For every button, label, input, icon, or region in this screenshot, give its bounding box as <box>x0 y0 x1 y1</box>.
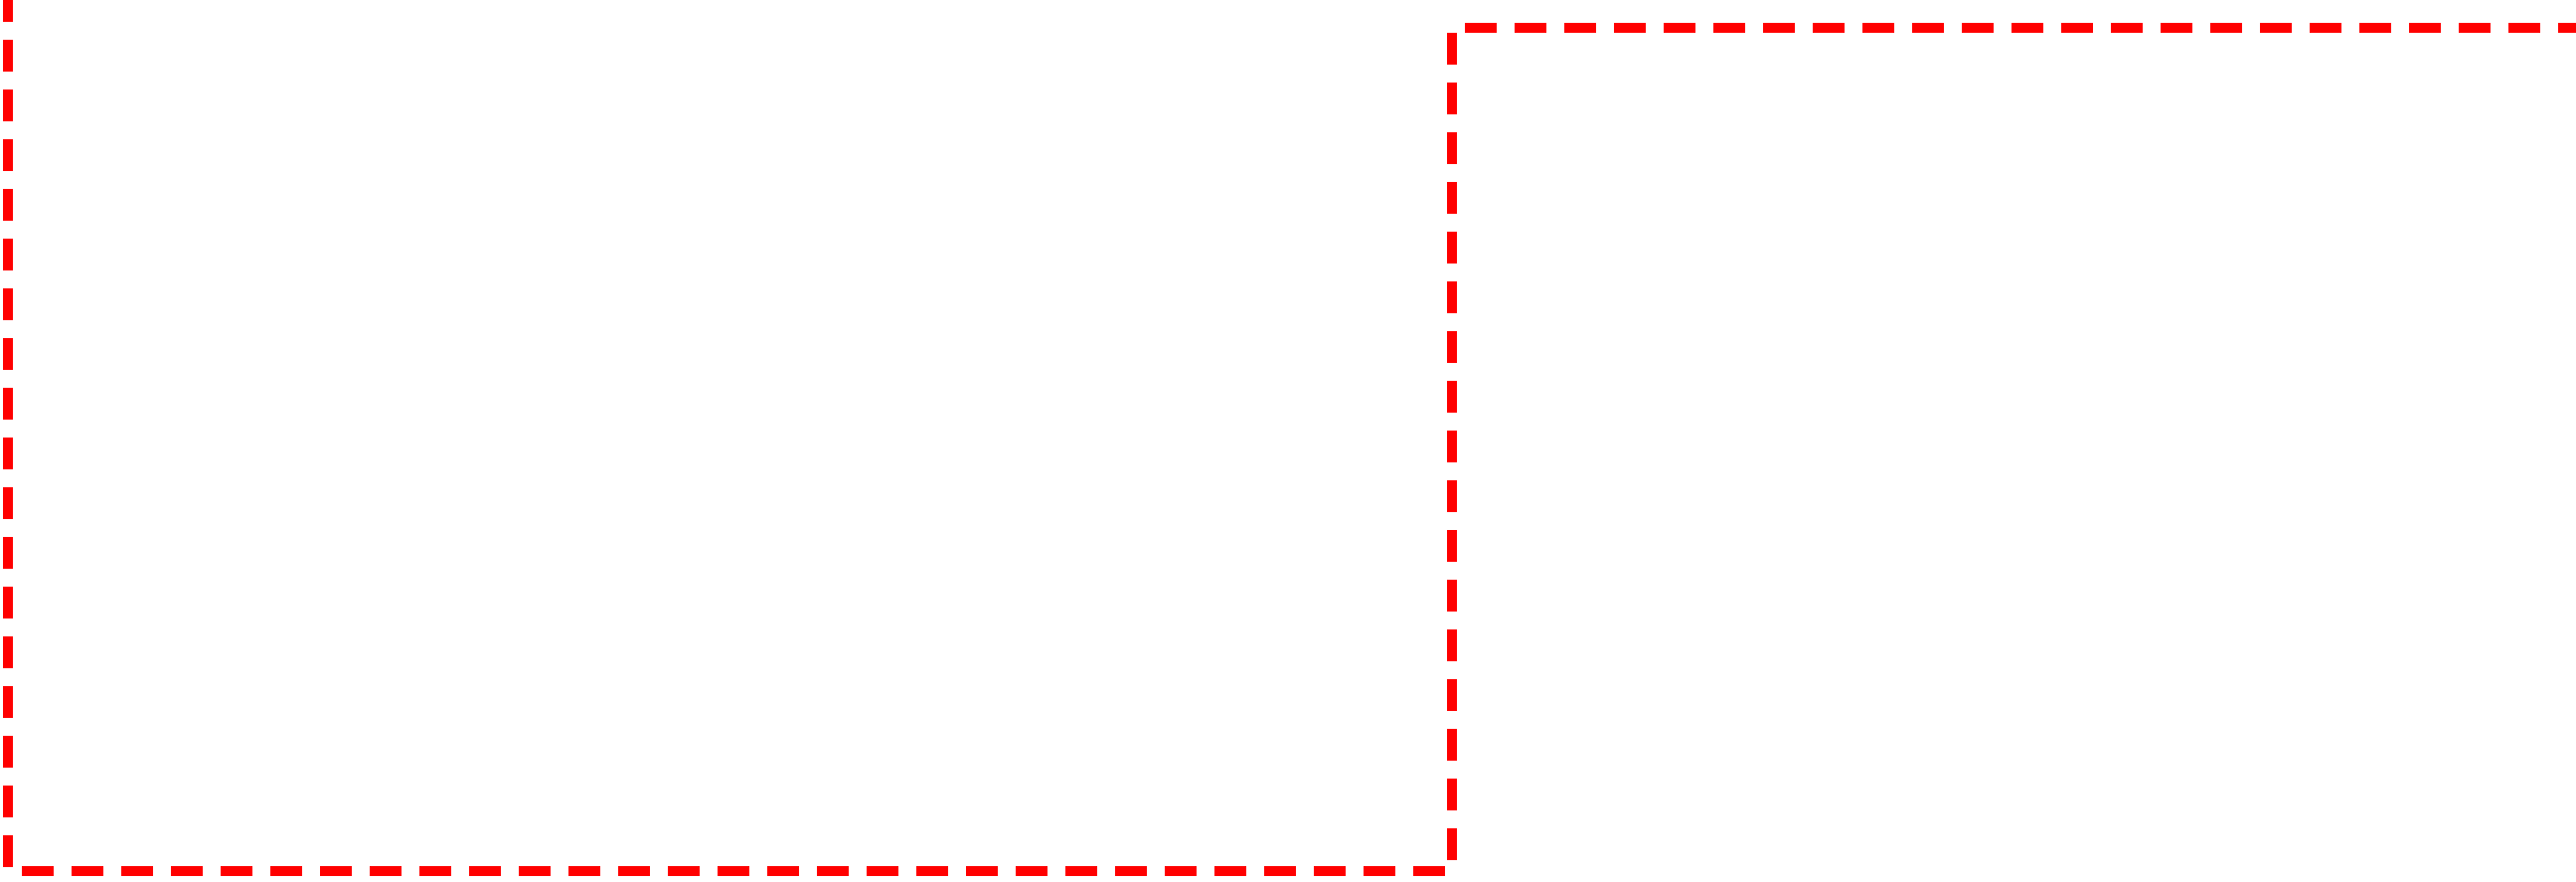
dashed-region-outline <box>3 0 2576 876</box>
